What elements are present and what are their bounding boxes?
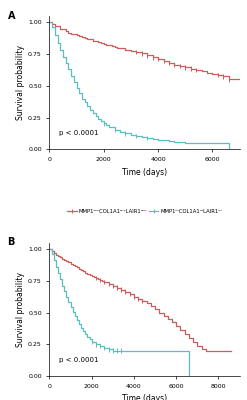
- Text: p < 0.0001: p < 0.0001: [59, 130, 98, 136]
- Legend: MMP1ᴳᴵᴷCOL1A1ᴳᴵᴷLAIR1ᴳᴵᴷ, MMP1ⁱᴻCOL1A1ⁱᴻLAIR1ⁱᴻ: MMP1ᴳᴵᴷCOL1A1ᴳᴵᴷLAIR1ᴳᴵᴷ, MMP1ⁱᴻCOL1A1ⁱᴻ…: [65, 207, 224, 216]
- Y-axis label: Survival probability: Survival probability: [16, 45, 25, 120]
- Y-axis label: Survival probability: Survival probability: [16, 272, 25, 347]
- Text: B: B: [8, 237, 15, 247]
- X-axis label: Time (days): Time (days): [122, 168, 167, 176]
- X-axis label: Time (days): Time (days): [122, 394, 167, 400]
- Text: p < 0.0001: p < 0.0001: [59, 357, 98, 363]
- Text: A: A: [8, 11, 15, 21]
